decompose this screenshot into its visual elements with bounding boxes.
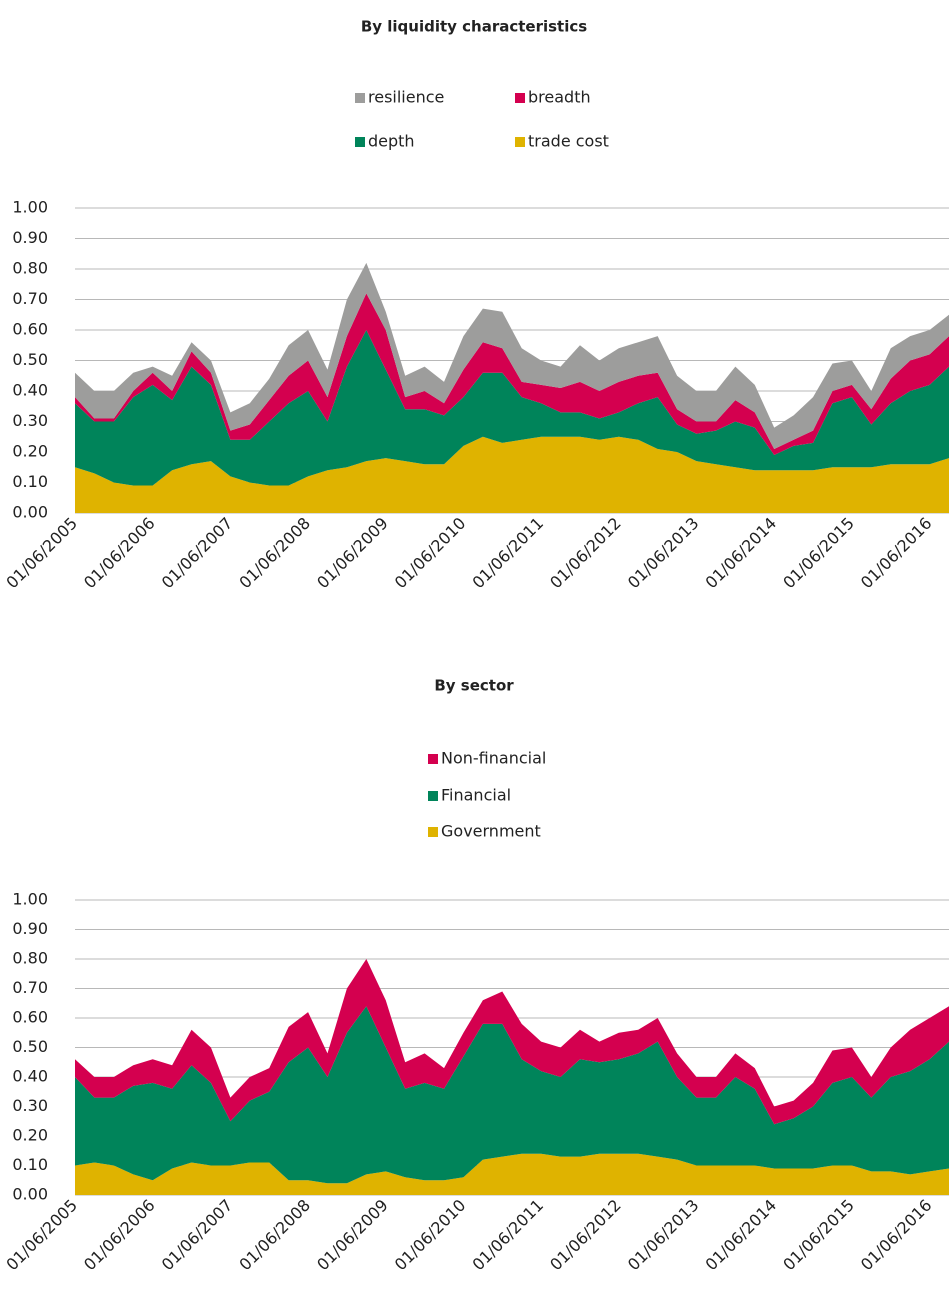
legend-label: breadth: [528, 88, 591, 107]
legend-label: Government: [441, 822, 541, 841]
area: [75, 1153, 949, 1195]
legend-swatch: [515, 137, 525, 147]
area: [75, 436, 949, 513]
x-tick-label: 01/06/2011: [469, 1196, 548, 1275]
x-tick-label: 01/06/2014: [702, 514, 781, 593]
y-tick-label: 0.70: [12, 289, 48, 308]
x-tick-label: 01/06/2007: [158, 514, 237, 593]
legend-swatch: [428, 754, 438, 764]
x-tick-label: 01/06/2016: [857, 514, 936, 593]
y-tick-label: 0.20: [12, 1126, 48, 1145]
y-tick-label: 0.00: [12, 503, 48, 522]
y-tick-label: 0.40: [12, 381, 48, 400]
y-tick-label: 0.90: [12, 228, 48, 247]
x-tick-label: 01/06/2007: [158, 1196, 237, 1275]
y-tick-label: 0.60: [12, 320, 48, 339]
x-tick-label: 01/06/2013: [624, 514, 703, 593]
x-tick-label: 01/06/2010: [391, 1196, 470, 1275]
x-tick-label: 01/06/2009: [313, 1196, 392, 1275]
y-tick-label: 0.50: [12, 350, 48, 369]
legend-label: depth: [368, 132, 415, 151]
y-tick-label: 0.80: [12, 949, 48, 968]
x-tick-label: 01/06/2006: [80, 1196, 159, 1275]
chart-title: By sector: [434, 677, 514, 695]
y-tick-label: 0.50: [12, 1037, 48, 1056]
area: [75, 262, 949, 449]
x-tick-label: 01/06/2014: [702, 1196, 781, 1275]
legend-swatch: [355, 137, 365, 147]
x-tick-label: 01/06/2008: [235, 1196, 314, 1275]
x-tick-label: 01/06/2016: [857, 1196, 936, 1275]
x-tick-label: 01/06/2005: [2, 1196, 81, 1275]
legend-label: resilience: [368, 88, 444, 107]
legend-label: Non-financial: [441, 749, 546, 768]
area: [75, 293, 949, 456]
y-tick-label: 1.00: [12, 890, 48, 909]
x-tick-label: 01/06/2008: [235, 514, 314, 593]
y-tick-label: 0.10: [12, 1155, 48, 1174]
x-tick-label: 01/06/2012: [546, 514, 625, 593]
y-tick-label: 1.00: [12, 198, 48, 217]
legend-swatch: [515, 93, 525, 103]
area: [75, 959, 949, 1125]
area: [75, 330, 949, 486]
legend-swatch: [428, 791, 438, 801]
chart-title: By liquidity characteristics: [361, 18, 587, 36]
legend-label: Financial: [441, 786, 511, 805]
y-tick-label: 0.80: [12, 259, 48, 278]
y-tick-label: 0.90: [12, 919, 48, 938]
x-tick-label: 01/06/2009: [313, 514, 392, 593]
x-tick-label: 01/06/2015: [779, 514, 858, 593]
y-tick-label: 0.00: [12, 1185, 48, 1204]
legend-swatch: [428, 827, 438, 837]
x-tick-label: 01/06/2010: [391, 514, 470, 593]
y-tick-label: 0.20: [12, 442, 48, 461]
legend-label: trade cost: [528, 132, 609, 151]
y-tick-label: 0.40: [12, 1067, 48, 1086]
x-tick-label: 01/06/2013: [624, 1196, 703, 1275]
x-tick-label: 01/06/2012: [546, 1196, 625, 1275]
y-tick-label: 0.30: [12, 1096, 48, 1115]
x-tick-label: 01/06/2006: [80, 514, 159, 593]
x-tick-label: 01/06/2005: [2, 514, 81, 593]
y-tick-label: 0.30: [12, 411, 48, 430]
y-tick-label: 0.60: [12, 1008, 48, 1027]
legend-swatch: [355, 93, 365, 103]
area: [75, 1006, 949, 1184]
x-tick-label: 01/06/2015: [779, 1196, 858, 1275]
y-tick-label: 0.70: [12, 978, 48, 997]
y-tick-label: 0.10: [12, 472, 48, 491]
x-tick-label: 01/06/2011: [469, 514, 548, 593]
